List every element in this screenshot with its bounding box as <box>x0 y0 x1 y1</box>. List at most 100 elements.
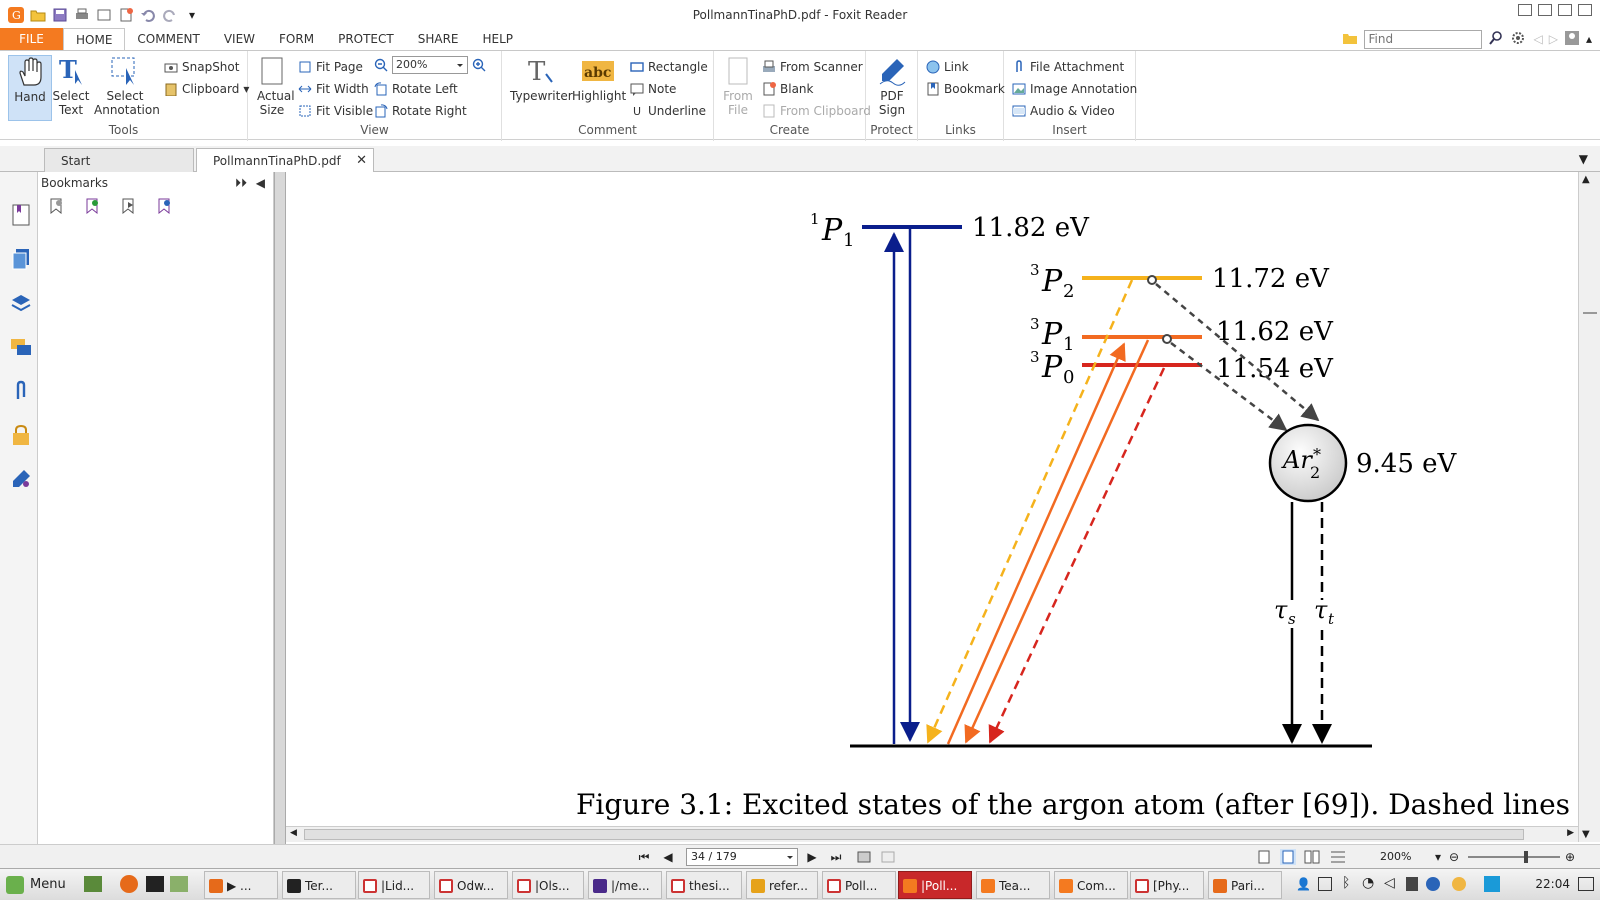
bookmark-expand-icon[interactable] <box>156 198 172 217</box>
taskbar-item-11[interactable]: Com... <box>1054 871 1128 899</box>
redo-icon[interactable] <box>162 7 178 23</box>
close-tab-icon[interactable]: ✕ <box>356 153 367 168</box>
file-attachment-button[interactable]: File Attachment <box>1012 57 1124 77</box>
link-button[interactable]: Link <box>926 57 969 77</box>
weather-tray-icon[interactable] <box>1452 877 1466 891</box>
taskbar-item-1[interactable]: Ter... <box>282 871 356 899</box>
image-annotation-button[interactable]: Image Annotation <box>1012 79 1137 99</box>
next-view-icon[interactable] <box>880 849 896 865</box>
taskbar-item-5[interactable]: |/me... <box>588 871 662 899</box>
scroll-right-icon[interactable]: ▶ <box>1567 828 1574 838</box>
skype-tray-icon[interactable] <box>1484 876 1500 892</box>
bookmarks-panel-icon[interactable] <box>10 204 32 226</box>
taskbar-item-6[interactable]: thesi... <box>666 871 742 899</box>
open-icon[interactable] <box>30 7 46 23</box>
taskbar-item-9[interactable]: |Poll... <box>898 871 972 899</box>
continuous-page-icon[interactable] <box>1280 849 1296 865</box>
tab-help[interactable]: HELP <box>482 32 514 46</box>
bookmark-new-icon[interactable] <box>84 198 100 217</box>
taskbar-item-13[interactable]: Pari... <box>1208 871 1282 899</box>
back-icon[interactable]: ◁ <box>1533 32 1543 46</box>
blank-button[interactable]: Blank <box>762 79 813 99</box>
typewriter-button[interactable]: T Typewriter <box>510 55 573 103</box>
expand-panel-icon[interactable]: ⏵⏵ <box>234 176 247 190</box>
zoom-dropdown-icon[interactable]: ▾ <box>1434 850 1442 864</box>
new-icon[interactable] <box>118 7 134 23</box>
facing-page-icon[interactable] <box>1304 849 1320 865</box>
zoom-out-status-icon[interactable]: ⊖ <box>1448 850 1460 864</box>
fit-width-button[interactable]: Fit Width <box>298 79 369 99</box>
continuous-facing-icon[interactable] <box>1330 849 1346 865</box>
battery-icon[interactable] <box>1406 877 1418 891</box>
taskbar-item-2[interactable]: |Lid... <box>358 871 430 899</box>
undo-icon[interactable] <box>140 7 156 23</box>
shield-tray-icon[interactable] <box>1426 877 1440 891</box>
tab-document[interactable]: PollmannTinaPhD.pdf ✕ <box>196 148 374 172</box>
first-page-icon[interactable]: ⏮ <box>638 849 650 864</box>
previous-page-icon[interactable]: ◀ <box>663 850 673 864</box>
maximize-button[interactable] <box>1558 4 1572 16</box>
taskbar-item-10[interactable]: Tea... <box>976 871 1050 899</box>
attachments-panel-icon[interactable] <box>10 380 32 402</box>
show-desktop-icon[interactable] <box>84 876 102 892</box>
search-input[interactable] <box>1363 29 1482 49</box>
collapse-ribbon-icon[interactable]: ▴ <box>1585 32 1592 46</box>
rotate-left-button[interactable]: Rotate Left <box>374 79 458 99</box>
select-annotation-button[interactable]: Select Annotation <box>94 55 160 117</box>
tab-protect[interactable]: PROTECT <box>338 32 394 46</box>
next-page-icon[interactable]: ▶ <box>807 850 817 864</box>
scroll-thumb[interactable] <box>1583 312 1597 314</box>
user-icon[interactable] <box>1564 30 1580 49</box>
taskbar-item-7[interactable]: refer... <box>746 871 818 899</box>
firefox-icon[interactable] <box>120 875 138 893</box>
tab-comment[interactable]: COMMENT <box>137 32 200 46</box>
volume-icon[interactable]: ◁ <box>1384 875 1395 891</box>
taskbar-item-3[interactable]: Odw... <box>434 871 508 899</box>
last-page-icon[interactable]: ⏭ <box>830 849 842 864</box>
files-icon[interactable] <box>170 876 188 892</box>
scroll-up-icon[interactable]: ▲ <box>1582 174 1590 185</box>
comments-panel-icon[interactable] <box>10 336 32 358</box>
actual-size-button[interactable]: Actual Size <box>252 55 295 117</box>
rotate-right-button[interactable]: Rotate Right <box>374 101 467 121</box>
tab-home[interactable]: HOME <box>63 28 126 50</box>
signature-panel-icon[interactable] <box>10 468 32 490</box>
fit-page-button[interactable]: Fit Page <box>298 57 363 77</box>
forward-icon[interactable]: ▷ <box>1548 32 1558 46</box>
search-icon[interactable] <box>1488 30 1504 49</box>
pdf-sign-button[interactable]: PDF Sign <box>870 55 914 117</box>
layers-panel-icon[interactable] <box>10 292 32 314</box>
underline-button[interactable]: U Underline <box>630 101 706 121</box>
page-number-field[interactable]: 34 / 179 <box>686 848 798 866</box>
scroll-down-icon[interactable]: ▼ <box>1582 829 1590 840</box>
tab-share[interactable]: SHARE <box>417 32 459 46</box>
zoom-select[interactable]: 200% <box>392 56 468 74</box>
ribbon-toggle-icon[interactable] <box>1518 4 1532 16</box>
user-tray-icon[interactable]: 👤 <box>1296 877 1311 891</box>
panel-splitter[interactable] <box>274 172 286 844</box>
rectangle-button[interactable]: Rectangle <box>630 57 708 77</box>
collapse-panel-icon[interactable]: ◀ <box>255 176 265 190</box>
settings-gear-icon[interactable] <box>1510 30 1528 49</box>
zoom-level-label[interactable]: 200% <box>1380 850 1412 863</box>
from-clipboard-button[interactable]: From Clipboard <box>762 101 871 121</box>
print-icon[interactable] <box>74 7 90 23</box>
security-lock-icon[interactable] <box>10 424 32 446</box>
single-page-icon[interactable] <box>1256 849 1272 865</box>
wifi-icon[interactable]: ◔ <box>1362 875 1375 891</box>
clipboard-button[interactable]: Clipboard ▾ <box>164 79 249 99</box>
zoom-slider-handle[interactable] <box>1524 851 1528 863</box>
tab-form[interactable]: FORM <box>279 32 315 46</box>
select-text-button[interactable]: T Select Text <box>50 55 92 117</box>
previous-view-icon[interactable] <box>856 849 872 865</box>
zoom-out-icon[interactable] <box>374 58 388 72</box>
tab-view[interactable]: VIEW <box>223 32 256 46</box>
hand-tool-button[interactable]: Hand <box>8 55 52 121</box>
find-folder-icon[interactable] <box>1342 30 1358 49</box>
terminal-icon[interactable] <box>146 876 164 892</box>
bookmark-delete-icon[interactable] <box>48 198 64 217</box>
properties-icon[interactable] <box>96 7 112 23</box>
close-button[interactable] <box>1578 4 1592 16</box>
bluetooth-icon[interactable]: ᛒ <box>1342 875 1351 891</box>
